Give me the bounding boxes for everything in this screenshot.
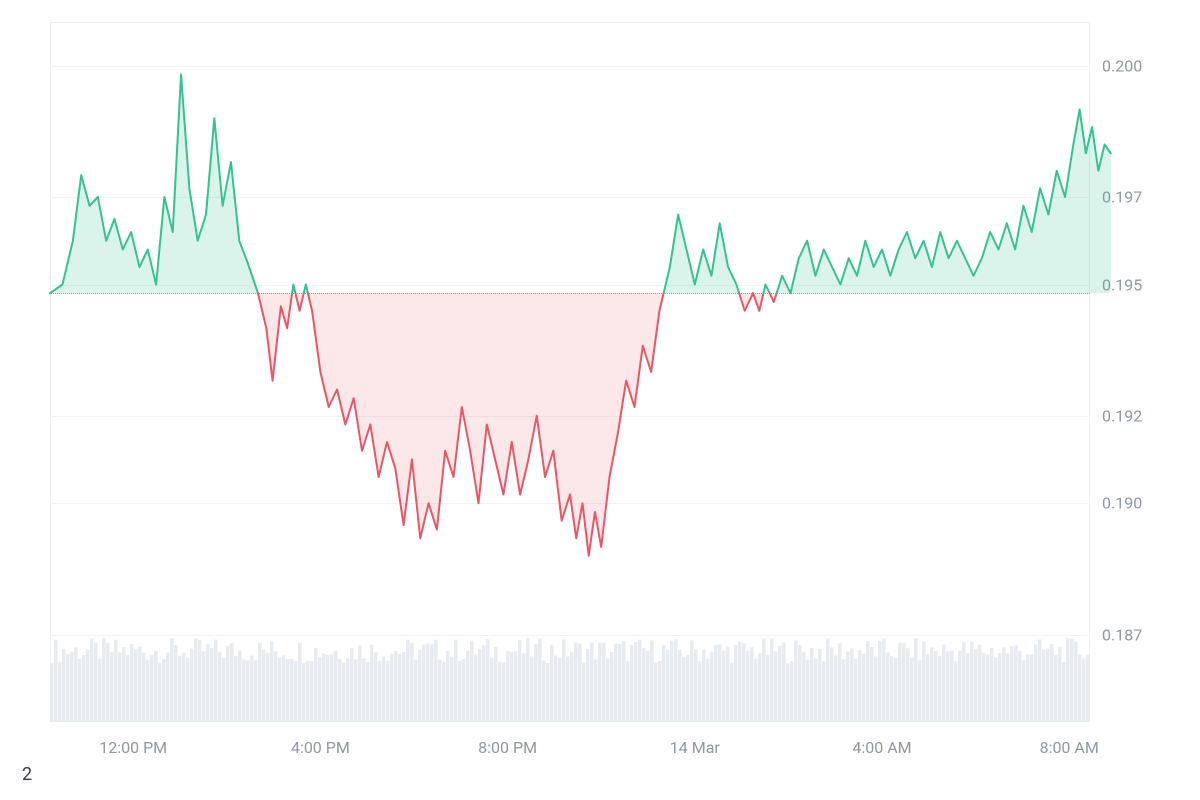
y-axis-label: 0.195 bbox=[1102, 275, 1142, 294]
x-axis-label: 4:00 PM bbox=[291, 738, 350, 757]
price-chart[interactable]: 0.200 0.197 0.195 0.192 0.190 0.187 12:00 PM 4… bbox=[40, 12, 1160, 772]
gridline bbox=[50, 197, 1090, 198]
baseline-dotted bbox=[50, 293, 1090, 294]
x-axis-label: 8:00 PM bbox=[478, 738, 537, 757]
gridline bbox=[50, 416, 1090, 417]
plot-area-border bbox=[50, 22, 1090, 722]
x-axis-label: 12:00 PM bbox=[99, 738, 167, 757]
y-axis-label: 0.190 bbox=[1102, 494, 1142, 513]
gridline bbox=[50, 66, 1090, 67]
x-axis-label: 8:00 AM bbox=[1040, 738, 1099, 757]
gridline bbox=[50, 503, 1090, 504]
y-axis-label: 0.192 bbox=[1102, 406, 1142, 425]
y-axis-label: 0.197 bbox=[1102, 188, 1142, 207]
gridline bbox=[50, 635, 1090, 636]
y-axis-label: 0.187 bbox=[1102, 625, 1142, 644]
x-axis-label: 4:00 AM bbox=[852, 738, 911, 757]
gridline bbox=[50, 285, 1090, 286]
y-axis-label: 0.200 bbox=[1102, 56, 1142, 75]
x-axis-label: 14 Mar bbox=[670, 738, 720, 757]
footer-number: 2 bbox=[22, 764, 32, 785]
